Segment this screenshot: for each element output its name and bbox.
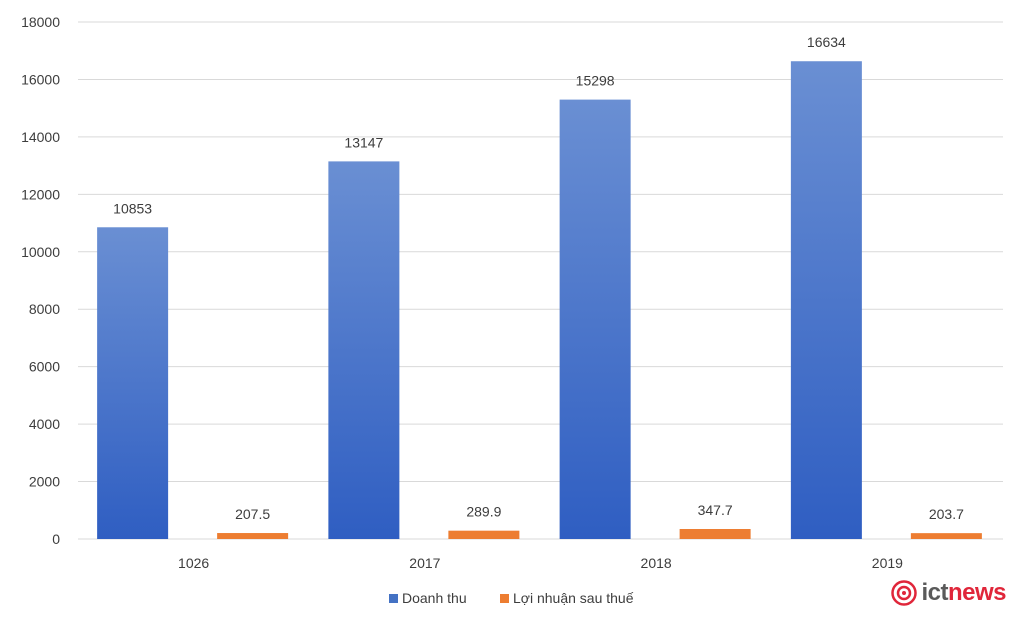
data-label: 207.5	[235, 506, 270, 522]
legend-label: Lợi nhuận sau thuế	[513, 590, 634, 606]
bar-doanh-thu	[559, 99, 631, 539]
data-label: 203.7	[929, 506, 964, 522]
bar-loi-nhuan	[217, 533, 289, 539]
ictnews-logo-icon	[891, 580, 918, 606]
gridlines	[78, 21, 1003, 540]
y-tick-label: 14000	[21, 129, 60, 145]
bar-loi-nhuan	[910, 533, 982, 539]
bar-doanh-thu	[328, 161, 400, 539]
bar-loi-nhuan	[679, 529, 751, 539]
y-tick-label: 16000	[21, 71, 60, 87]
y-tick-label: 4000	[29, 416, 60, 432]
data-label: 13147	[344, 134, 383, 150]
bars	[97, 61, 982, 540]
logo-text-ict: ict	[921, 579, 948, 606]
y-tick-label: 0	[52, 531, 60, 547]
x-tick-label: 1026	[178, 555, 209, 571]
x-tick-label: 2019	[872, 555, 903, 571]
data-label: 10853	[113, 200, 152, 216]
data-label: 15298	[576, 73, 615, 89]
y-tick-label: 2000	[29, 474, 60, 490]
bar-doanh-thu	[97, 227, 169, 540]
legend-label: Doanh thu	[402, 590, 467, 606]
bar-doanh-thu	[790, 61, 862, 539]
x-tick-label: 2017	[409, 555, 440, 571]
bar-loi-nhuan	[448, 530, 520, 539]
data-label: 289.9	[466, 504, 501, 520]
data-label: 16634	[807, 34, 846, 50]
y-tick-label: 10000	[21, 244, 60, 260]
y-tick-label: 12000	[21, 186, 60, 202]
y-tick-label: 8000	[29, 301, 60, 317]
x-axis: 1026 2017 2018 2019	[178, 555, 903, 571]
x-tick-label: 2018	[641, 555, 672, 571]
data-label: 347.7	[698, 502, 733, 518]
legend-swatch	[389, 594, 398, 603]
y-axis: 0 2000 4000 6000 8000 10000 12000 14000 16000 180…	[21, 14, 60, 547]
logo-text-news: news	[947, 579, 1007, 606]
y-tick-label: 18000	[21, 14, 60, 30]
data-labels: 10853 207.5 13147 289.9 15298 347.7 16634 203.7	[113, 34, 964, 522]
ictnews-logo: ictnews	[891, 579, 1007, 606]
y-tick-label: 6000	[29, 359, 60, 375]
legend: Doanh thu Lợi nhuận sau thuế	[389, 590, 634, 606]
legend-swatch	[500, 594, 509, 603]
